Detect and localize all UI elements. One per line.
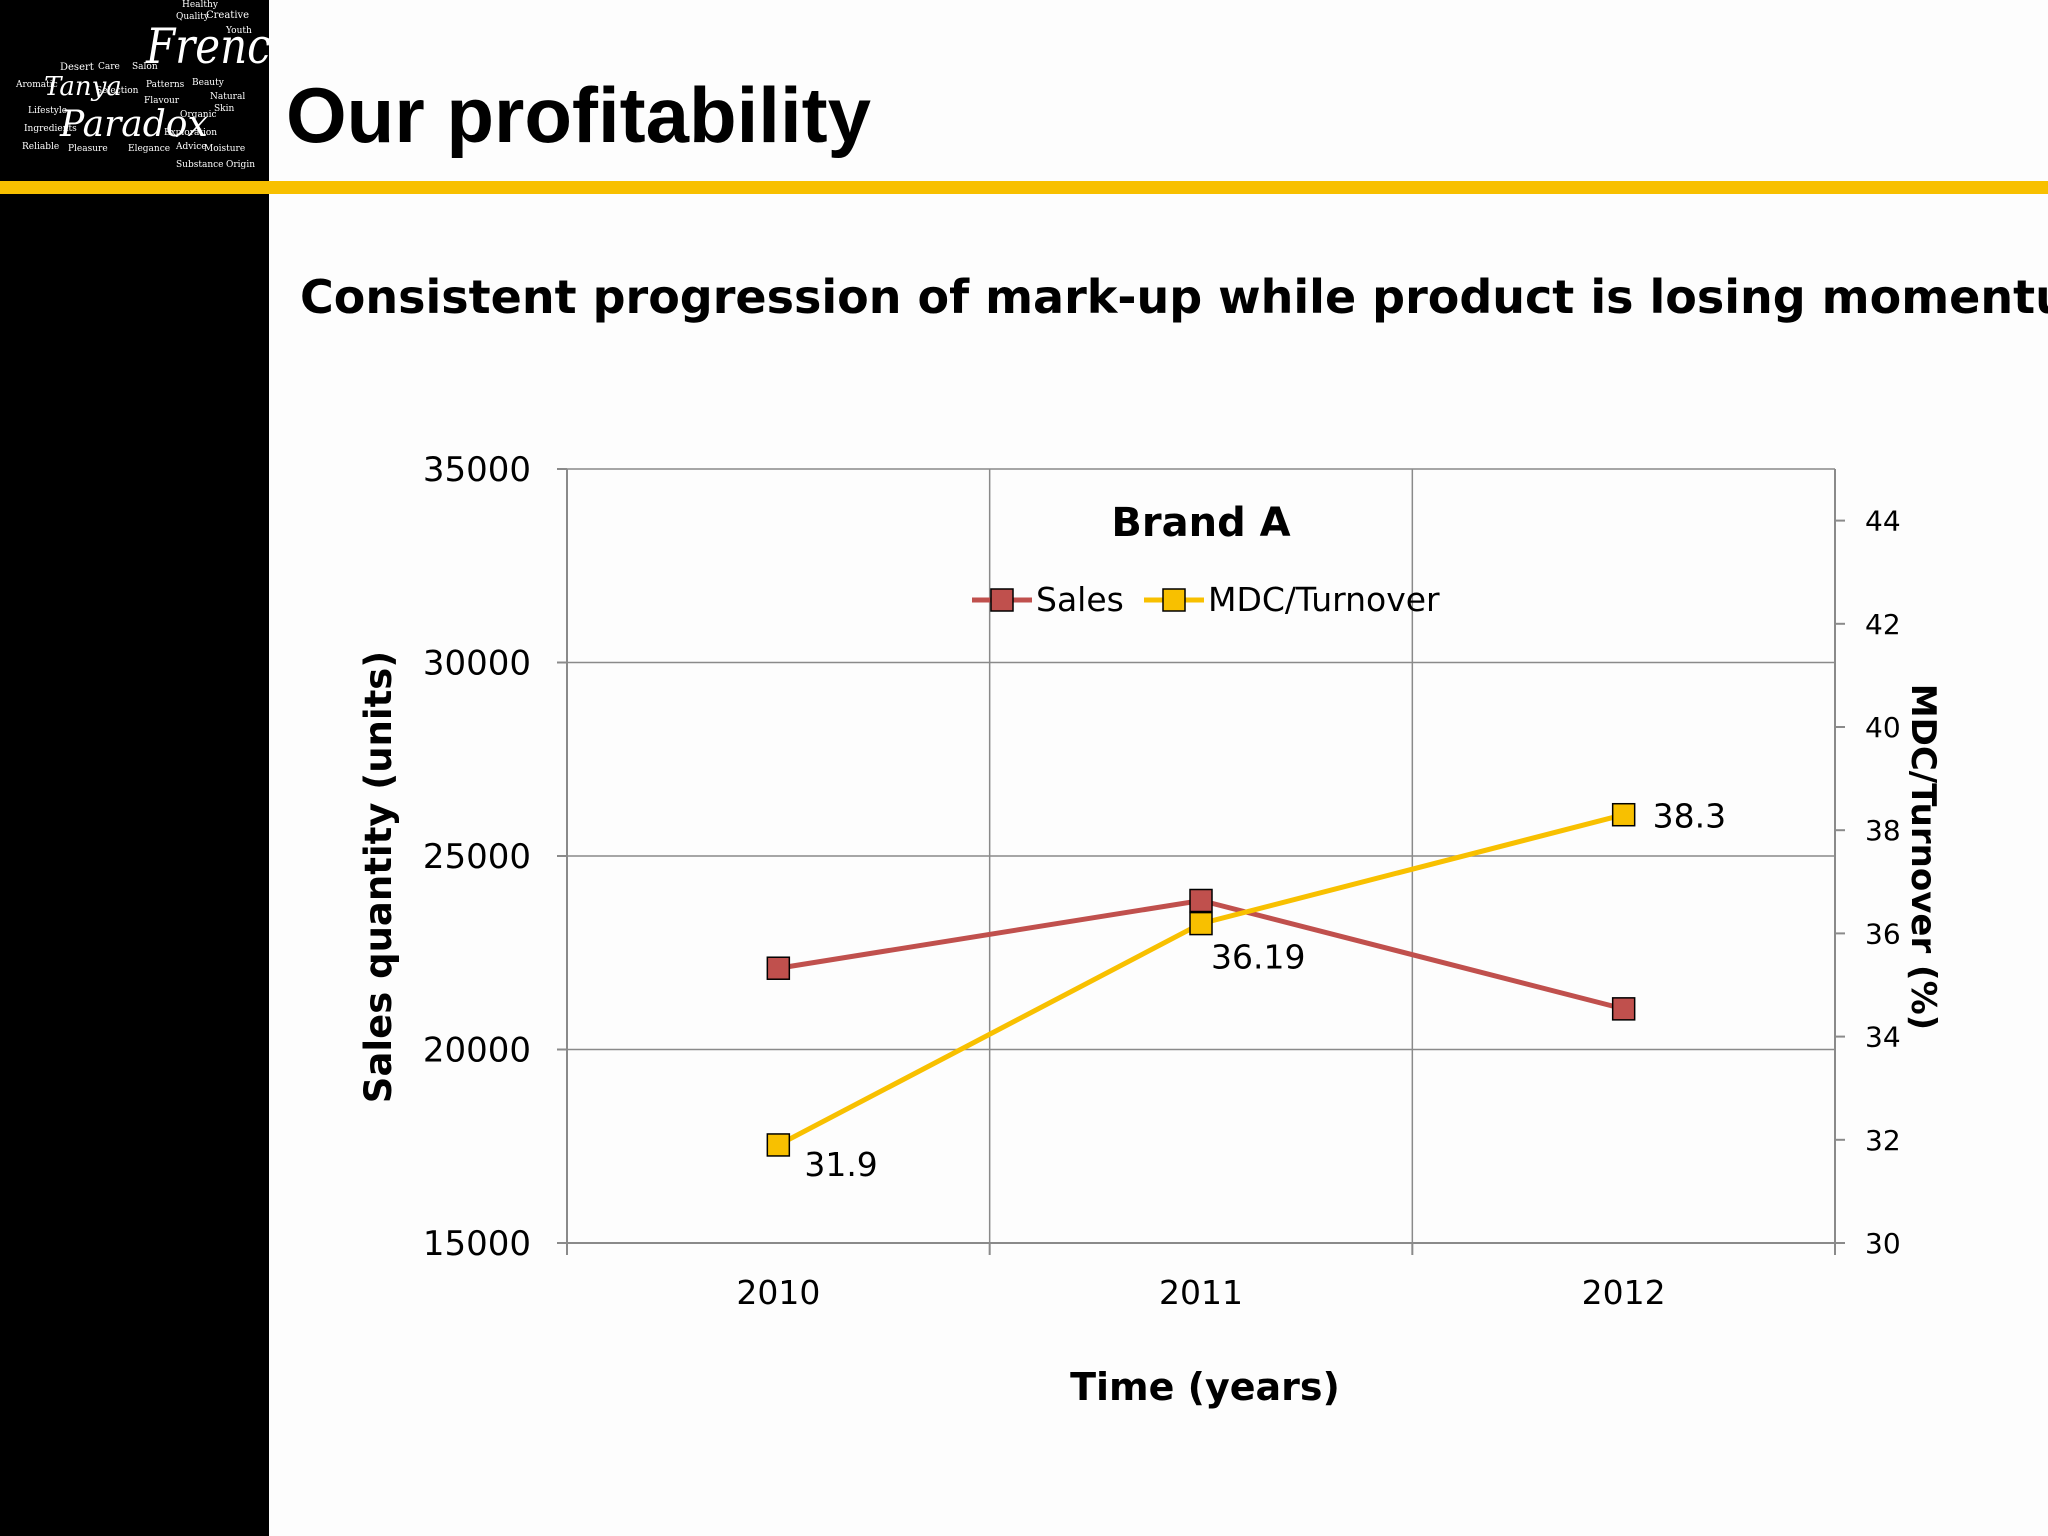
logo-word: Reliable [22,142,60,152]
data-point [1611,802,1636,827]
logo-word: Aromatic [16,80,58,90]
logo-word: Origin [226,160,255,170]
data-label: 38.3 [1653,797,1726,836]
y-tick-label: 15000 [423,1224,531,1264]
logo-word: Salon [132,62,158,72]
logo-word: Desert [60,62,94,73]
y-tick-label: 35000 [423,450,531,490]
y2-tick-label: 36 [1865,917,1901,950]
y-axis-title: Sales quantity (units) [357,651,400,1103]
logo-word: Skin [214,104,235,114]
data-point [1189,888,1213,913]
logo-word: Pleasure [68,144,108,154]
logo-word: Flavour [144,96,180,106]
logo-word: Healthy [182,0,218,10]
plot-area: 15000 20000 25000 30000 35000 30 32 34 36 38 40 42 4… [423,450,1901,1312]
logo-word-paradox: Paradox [60,104,208,145]
logo-word: Selection [96,86,139,96]
logo-word: Quality [176,12,209,22]
chart-title: Brand A [1111,500,1290,546]
logo-word: Ingredients [24,124,77,134]
y-tick-label: 25000 [423,837,531,877]
data-label: 36.19 [1211,938,1305,977]
y2-axis-title: MDC/Turnover (%) [1903,684,1943,1030]
title-divider [0,181,2048,194]
data-point [766,956,791,980]
y2-tick-label: 44 [1865,505,1901,538]
logo-word: Substance [176,160,224,170]
y2-tick-label: 30 [1865,1227,1901,1260]
y-tick-label: 20000 [423,1031,531,1071]
legend-marker [1162,588,1186,612]
series-line [777,812,1625,1148]
y2-tick-label: 32 [1865,1124,1901,1157]
slide-subtitle: Consistent progression of mark-up while … [300,270,2048,324]
y2-tick-label: 38 [1865,814,1901,847]
logo-word: Lifestyle [28,106,68,116]
data-point [1189,911,1213,936]
left-sidebar [0,0,269,1536]
x-tick-label: 2011 [1159,1273,1243,1312]
logo-word: Patterns [146,80,185,90]
logo-word: Creative [206,10,250,21]
y2-tick-label: 34 [1865,1021,1901,1054]
data-point [766,1133,791,1157]
data-point [1611,997,1636,1021]
logo-word: Youth [226,26,252,36]
y2-tick-label: 42 [1865,608,1901,641]
brand-logo: French Tanya Paradox Healthy Creative Qu… [0,0,269,180]
legend-label: MDC/Turnover [1208,580,1440,619]
logo-word-tanya: Tanya [44,72,122,102]
logo-word: Organic [180,110,217,120]
logo-word: Elegance [128,144,171,154]
legend-marker [990,588,1014,612]
legend-label: Sales [1036,580,1124,619]
logo-word-french: French [146,18,269,75]
chart-legend: Sales MDC/Turnover [972,580,1440,619]
logo-word: Exploration [164,128,218,138]
x-tick-label: 2012 [1582,1273,1666,1312]
data-label: 31.9 [804,1145,877,1184]
page-title: Our profitability [286,71,871,159]
logo-word: Moisture [204,144,246,154]
y2-tick-label: 40 [1865,711,1901,744]
logo-word: Advice [176,142,207,152]
x-tick-label: 2010 [736,1273,820,1312]
x-axis-title: Time (years) [1070,1365,1340,1409]
logo-word: Natural [210,92,246,102]
logo-word: Care [98,62,120,72]
logo-word: Beauty [192,78,224,88]
y-tick-label: 30000 [423,644,531,684]
